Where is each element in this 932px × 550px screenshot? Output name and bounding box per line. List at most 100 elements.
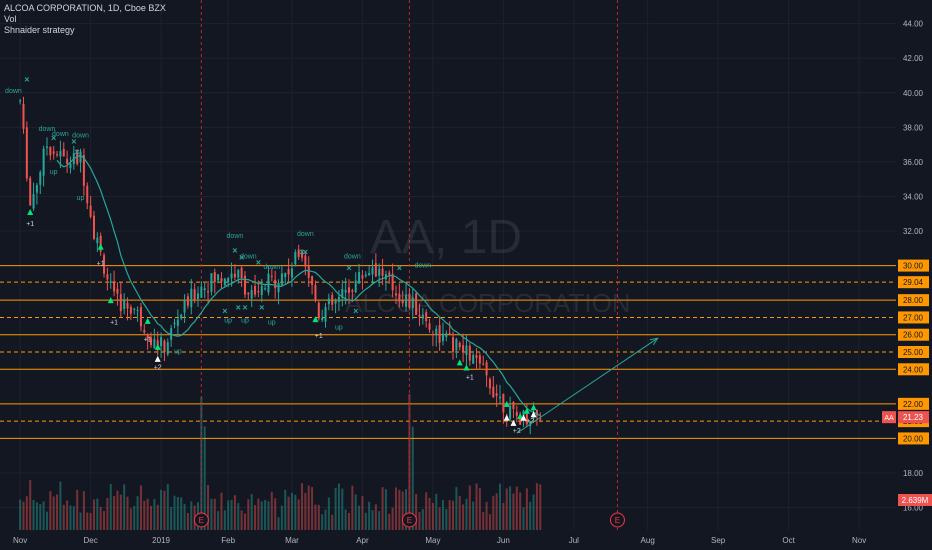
candle-body (22, 103, 25, 129)
signal-up-marker (517, 412, 524, 419)
candle-body (227, 278, 230, 283)
chart-grid (0, 0, 896, 530)
level-price-tag (898, 259, 929, 272)
volume-tag[interactable] (898, 494, 932, 506)
price-axis[interactable]: 44.00 42.00 40.00 38.00 36.00 34.00 32.00 30.00… (882, 0, 932, 550)
price-tick-label: 29.04 (903, 278, 924, 287)
time-tick-label: Jun (497, 536, 510, 545)
signal-label: +2 (513, 428, 521, 435)
earnings-marker[interactable] (609, 512, 625, 528)
candle-body (254, 286, 257, 295)
candle-body (82, 155, 85, 186)
volume-bar (314, 504, 317, 530)
trend-arrow[interactable] (516, 337, 659, 434)
earnings-marker[interactable] (401, 512, 417, 528)
volume-bar (230, 499, 233, 530)
candle-body (452, 337, 455, 352)
volume-bar (136, 496, 139, 530)
symbol-tag[interactable] (882, 411, 896, 424)
moving-average (56, 154, 541, 417)
volume-bar (223, 510, 226, 530)
volume-bar (129, 508, 132, 530)
volume-bar (384, 489, 387, 530)
volume-bar (529, 501, 532, 530)
volume-bar (254, 505, 257, 530)
candle-body (334, 300, 337, 304)
volume-bar (287, 496, 290, 530)
candle-body (515, 412, 518, 416)
level-price-tag (898, 311, 929, 324)
time-tick-label: Sep (711, 536, 726, 545)
volume-bar (374, 504, 377, 530)
signal-x-marker: × (353, 306, 358, 316)
last-price-tag[interactable] (898, 411, 929, 424)
time-tick-label: Jul (569, 536, 579, 545)
candle-body (223, 278, 226, 286)
volume-bar (522, 507, 525, 530)
volume-bar (243, 513, 246, 530)
trend-arrow-head[interactable] (649, 337, 659, 346)
volume-bar (79, 512, 82, 530)
time-axis[interactable]: Nov Dec 2019 Feb Mar Apr May Jun Jul Aug Sep Oct Nov (0, 530, 932, 550)
volume-bar (405, 489, 408, 530)
trend-arrow-line[interactable] (516, 337, 659, 434)
volume-bar (213, 498, 216, 530)
candle-body (401, 300, 404, 304)
time-tick-label: May (425, 536, 440, 545)
candle-body (314, 285, 317, 301)
level-price-tag (898, 346, 929, 359)
volume-bar (301, 483, 304, 530)
price-axis-bg (896, 0, 932, 550)
candle-body (203, 288, 206, 291)
volume-bar (109, 484, 112, 530)
volume-bar (482, 512, 485, 530)
volume-indicator-label[interactable]: Vol (4, 14, 17, 24)
volume-bar (82, 491, 85, 530)
symbol-title[interactable]: ALCOA CORPORATION, 1D, Cboe BZX (4, 3, 166, 13)
candle-body (287, 269, 290, 275)
volume-tag-label: 2.639M (902, 496, 929, 505)
volume-bar (371, 510, 374, 530)
candle-body (297, 249, 300, 257)
candle-body (458, 342, 461, 348)
candlesticks (19, 96, 542, 435)
earnings-marker[interactable] (193, 512, 209, 528)
volume-bar (22, 501, 25, 530)
volume-bar (317, 504, 320, 530)
signal-white-marker (530, 411, 537, 418)
time-tick-label: Nov (13, 536, 27, 545)
strategy-indicator-label[interactable]: Shnaider strategy (4, 25, 75, 35)
candle-body (472, 354, 475, 364)
signal-up-marker (463, 364, 470, 371)
volume-bar (92, 499, 95, 530)
candle-body (455, 338, 458, 351)
candle-body (150, 337, 153, 346)
candle-body (213, 272, 216, 282)
volume-bar (488, 514, 491, 530)
volume-bar (475, 483, 478, 530)
candle-body (45, 146, 48, 148)
signal-up-marker (107, 297, 114, 304)
volume-bar (240, 510, 243, 530)
candle-body (106, 274, 109, 280)
volume-bar (106, 497, 109, 530)
candle-body (539, 418, 542, 420)
signal-x-marker: × (24, 74, 29, 84)
signal-label: +1 (466, 375, 474, 382)
volume-bar (217, 511, 220, 530)
price-tick-label: 22.00 (903, 400, 924, 409)
candle-body (230, 273, 233, 279)
price-tick-label: 27.00 (903, 313, 924, 322)
last-price-label: 21.23 (903, 413, 924, 422)
ma-line (56, 154, 541, 417)
signal-up-marker (523, 407, 530, 414)
candle-body (264, 288, 267, 290)
volume-bar (250, 494, 253, 530)
volume-bar (113, 496, 116, 530)
volume-bar (485, 501, 488, 530)
volume-bar (156, 504, 159, 530)
volume-bar (260, 501, 263, 530)
price-tick-label: 16.00 (903, 504, 924, 513)
